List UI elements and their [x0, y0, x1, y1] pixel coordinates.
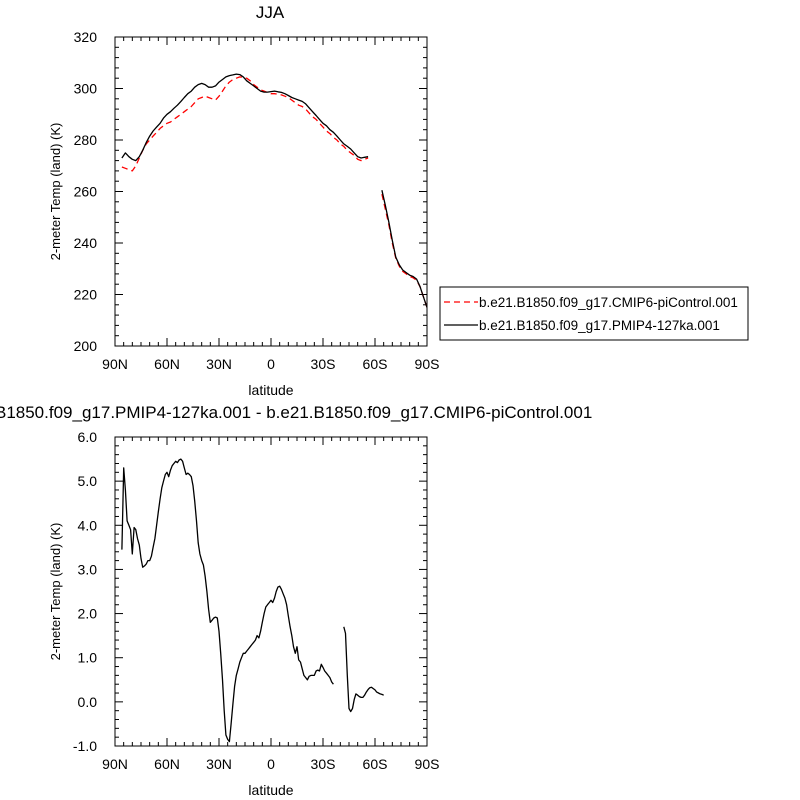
legend-entry-label: b.e21.B1850.f09_g17.PMIP4-127ka.001: [479, 318, 720, 333]
y-tick-label: 240: [74, 235, 98, 251]
x-tick-label: 0: [267, 356, 275, 372]
series-line-dashed-red: [381, 193, 427, 308]
bottom-panel-difference: b.e21.B1850.f09_g17.PMIP4-127ka.001 - b.…: [0, 403, 592, 798]
chart-title: b.e21.B1850.f09_g17.PMIP4-127ka.001 - b.…: [0, 403, 592, 422]
y-tick-label: 0.0: [78, 694, 98, 710]
x-tick-label: 60N: [154, 356, 180, 372]
x-tick-label: 90N: [102, 756, 128, 772]
top-panel-jja: JJA 90N 60N 30N 0 30S 60S 90S 200 220 240 260 280 300…: [48, 3, 749, 398]
y-tick-label: 220: [74, 287, 98, 303]
y-tick-label: 300: [74, 81, 98, 97]
x-tick-label: 30N: [206, 356, 232, 372]
chart-title: JJA: [256, 3, 285, 22]
y-tick-label: 320: [74, 29, 98, 45]
plot-frame: [114, 36, 428, 347]
y-tick-label: 5.0: [78, 473, 98, 489]
legend-box: [439, 286, 749, 341]
y-tick-label: 2.0: [78, 606, 98, 622]
y-tick-label: 4.0: [78, 517, 98, 533]
x-axis-label: latitude: [248, 782, 293, 798]
series-line-dashed-red: [121, 76, 369, 172]
y-tick-label: 260: [74, 184, 98, 200]
x-tick-label: 60S: [363, 356, 388, 372]
x-tick-label: 90S: [415, 356, 440, 372]
y-tick-label: 1.0: [78, 650, 98, 666]
y-tick-label: -1.0: [73, 738, 97, 754]
y-axis-label: 2-meter Temp (land) (K): [48, 523, 63, 661]
series-line-solid-black: [121, 73, 369, 162]
plot-frame: [114, 436, 428, 747]
y-tick-label: 6.0: [78, 429, 98, 445]
x-tick-label: 0: [267, 756, 275, 772]
x-tick-label: 90S: [415, 756, 440, 772]
y-tick-label: 3.0: [78, 561, 98, 577]
x-tick-label: 30N: [206, 756, 232, 772]
x-tick-label: 30S: [311, 756, 336, 772]
x-tick-label: 60N: [154, 756, 180, 772]
x-tick-label: 60S: [363, 756, 388, 772]
x-axis-label: latitude: [248, 382, 293, 398]
series-line-solid-black: [381, 190, 427, 308]
y-tick-label: 280: [74, 132, 98, 148]
series-line-solid-black: [343, 626, 384, 713]
series-line-solid-black: [121, 458, 334, 743]
legend-entry-label: b.e21.B1850.f09_g17.CMIP6-piControl.001: [479, 295, 738, 310]
y-axis-label: 2-meter Temp (land) (K): [48, 123, 63, 261]
y-tick-label: 200: [74, 338, 98, 354]
x-tick-label: 30S: [311, 356, 336, 372]
x-tick-label: 90N: [102, 356, 128, 372]
